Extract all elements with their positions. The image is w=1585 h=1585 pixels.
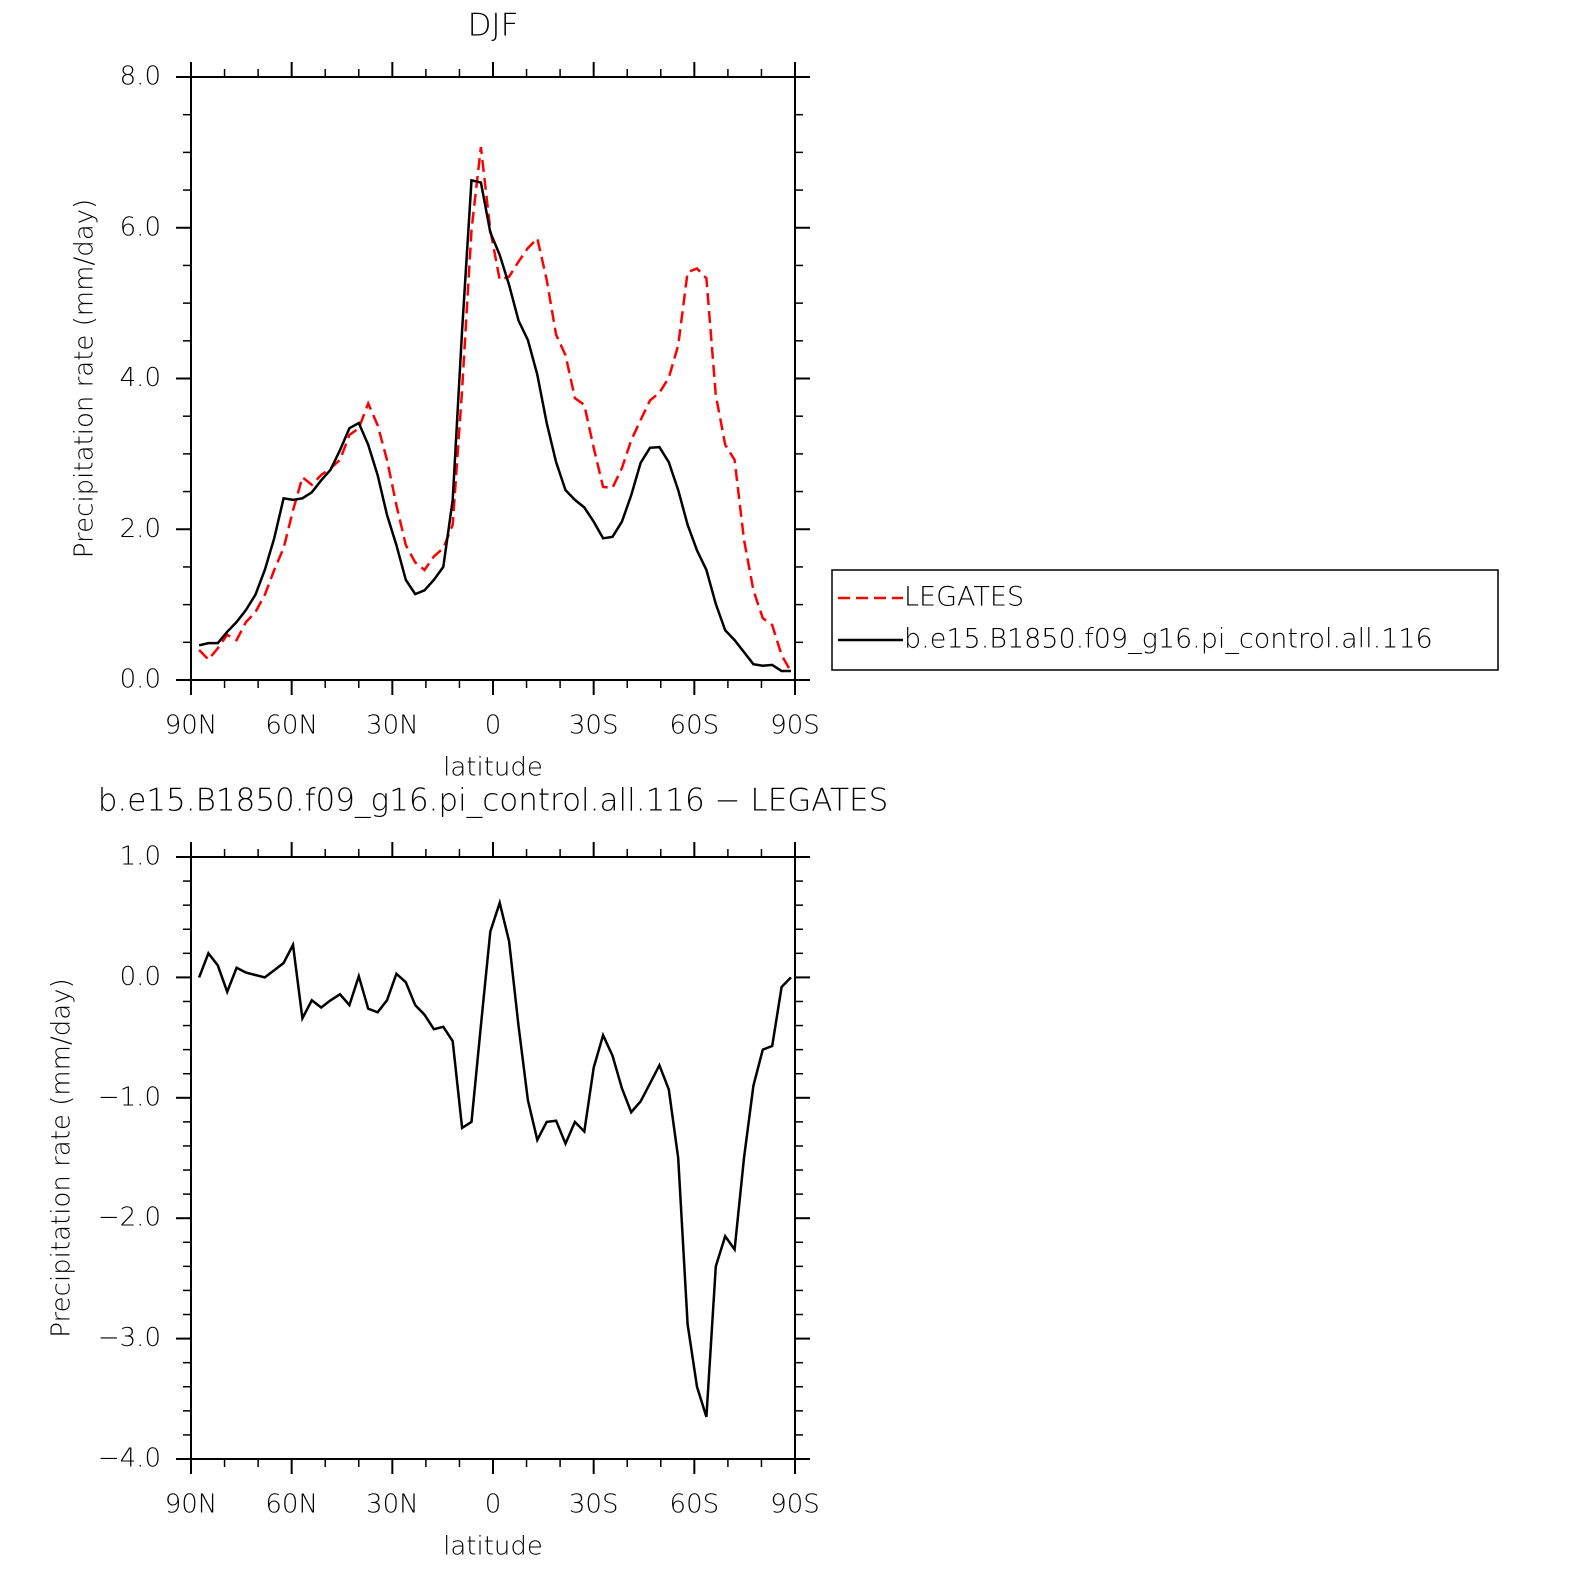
x-tick-label: 90S: [770, 711, 820, 741]
chart-title: b.e15.B1850.f09_g16.pi_control.all.116 −…: [98, 783, 889, 819]
y-tick-label: 0.0: [120, 665, 161, 695]
y-axis-title: Precipitation rate (mm/day): [70, 199, 100, 558]
y-tick-label: 2.0: [120, 514, 161, 544]
x-tick-label: 60S: [670, 711, 720, 741]
x-axis-title: latitude: [443, 1532, 543, 1562]
y-tick-label: 8.0: [120, 62, 161, 92]
chart-title: DJF: [468, 8, 519, 44]
data-line: [198, 146, 793, 673]
x-tick-label: 90S: [770, 1490, 820, 1520]
y-tick-label: −2.0: [98, 1203, 161, 1233]
x-tick-label: 30N: [366, 711, 419, 741]
x-tick-label: 30N: [366, 1490, 419, 1520]
x-tick-label: 0: [485, 711, 502, 741]
x-axis-title: latitude: [443, 753, 543, 783]
x-tick-label: 60S: [670, 1490, 720, 1520]
x-tick-label: 60N: [265, 711, 318, 741]
y-tick-label: −3.0: [98, 1323, 161, 1353]
y-tick-label: −4.0: [98, 1444, 161, 1474]
data-line: [198, 178, 791, 673]
legend-box: [831, 569, 1499, 671]
data-line: [197, 898, 792, 1418]
x-tick-label: 90N: [165, 1490, 218, 1520]
y-axis-title: Precipitation rate (mm/day): [47, 978, 77, 1337]
y-tick-label: −1.0: [98, 1082, 161, 1112]
y-tick-label: 6.0: [120, 212, 161, 242]
x-tick-label: 30S: [569, 1490, 619, 1520]
y-tick-label: 4.0: [120, 363, 161, 393]
y-tick-label: 1.0: [120, 842, 161, 872]
x-tick-label: 90N: [165, 711, 218, 741]
legend-label: LEGATES: [904, 582, 1024, 613]
legend-label: b.e15.B1850.f09_g16.pi_control.all.116: [904, 624, 1433, 655]
x-tick-label: 60N: [265, 1490, 318, 1520]
plot-frame: [190, 856, 796, 1460]
y-tick-label: 0.0: [120, 962, 161, 992]
plot-frame: [190, 76, 796, 681]
x-tick-label: 30S: [569, 711, 619, 741]
x-tick-label: 0: [485, 1490, 502, 1520]
